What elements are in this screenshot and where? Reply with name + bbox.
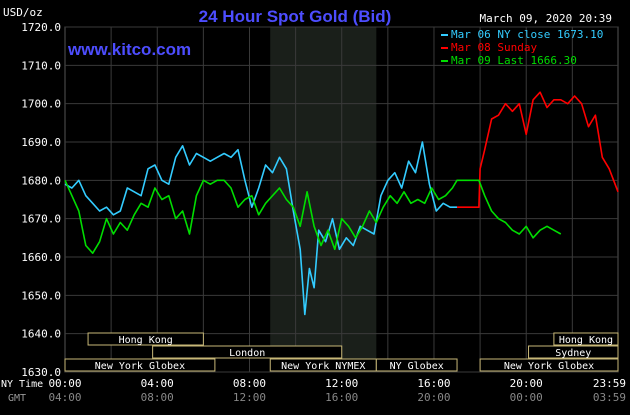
gmt-label: GMT	[8, 393, 26, 404]
session-box	[64, 358, 216, 372]
ny-session-shade	[270, 27, 377, 372]
y-tick-label: 1720.0	[21, 21, 61, 34]
legend-label: Mar 06 NY close 1673.10	[451, 28, 603, 41]
x-tick-label-ny: 12:00	[325, 377, 358, 390]
ny-session-shade-layer	[270, 27, 377, 372]
series-line-3	[64, 179, 562, 254]
x-tick-label-gmt: 00:00	[510, 391, 543, 404]
x-tick-label-gmt: 03:59	[593, 391, 626, 404]
y-tick-label: 1710.0	[21, 59, 61, 72]
y-tick-label: 1690.0	[21, 136, 61, 149]
x-tick-label-gmt: 04:00	[48, 391, 81, 404]
session-label: London	[229, 348, 265, 359]
x-tick-label-gmt: 12:00	[233, 391, 266, 404]
session-box	[479, 358, 619, 372]
y-tick-label: 1640.0	[21, 328, 61, 341]
y-tick-label: 1630.0	[21, 366, 61, 379]
session-label: New York Globex	[504, 361, 594, 372]
series-line-1	[64, 141, 457, 316]
watermark-label: www.kitco.com	[67, 40, 191, 59]
y-tick-label: 1660.0	[21, 251, 61, 264]
session-box	[553, 332, 619, 346]
legend-label: Mar 08 Sunday	[451, 41, 537, 54]
y-tick-label: 1680.0	[21, 174, 61, 187]
x-tick-label-gmt: 16:00	[325, 391, 358, 404]
timestamp-label: March 09, 2020 20:39	[480, 12, 612, 25]
x-tick-label-ny: 04:00	[141, 377, 174, 390]
session-box	[87, 332, 204, 346]
x-tick-label-ny: 23:59	[593, 377, 626, 390]
series-layer	[64, 91, 619, 316]
session-label: Sydney	[555, 348, 591, 359]
session-label: New York NYMEX	[281, 361, 365, 372]
y-axis-unit-label: USD/oz	[3, 6, 43, 19]
legend-label: Mar 09 Last 1666.30	[451, 54, 577, 67]
grid-layer	[64, 26, 619, 373]
x-tick-label-ny: 00:00	[48, 377, 81, 390]
session-box	[152, 345, 343, 359]
session-label: NY Globex	[390, 361, 444, 372]
y-tick-label: 1700.0	[21, 98, 61, 111]
x-tick-label-gmt: 08:00	[141, 391, 174, 404]
session-box	[528, 345, 619, 359]
axis-layer: 1630.0 1640.0 1650.0 1660.0 1670.0 1680.0 1690…	[21, 21, 626, 404]
x-tick-label-ny: 16:00	[417, 377, 450, 390]
session-layer: Hong Kong Hong Kong London Sydney New York G…	[64, 332, 619, 372]
x-tick-label-ny: 08:00	[233, 377, 266, 390]
session-label: New York Globex	[95, 361, 185, 372]
x-tick-label-gmt: 20:00	[417, 391, 450, 404]
y-tick-label: 1670.0	[21, 213, 61, 226]
session-box	[375, 358, 458, 372]
session-label: Hong Kong	[559, 335, 613, 346]
x-tick-label-ny: 20:00	[510, 377, 543, 390]
y-tick-label: 1650.0	[21, 289, 61, 302]
session-label: Hong Kong	[119, 335, 173, 346]
ny-time-label: NY Time	[1, 379, 43, 390]
series-line-2	[457, 91, 619, 208]
chart-title: 24 Hour Spot Gold (Bid)	[199, 7, 392, 26]
